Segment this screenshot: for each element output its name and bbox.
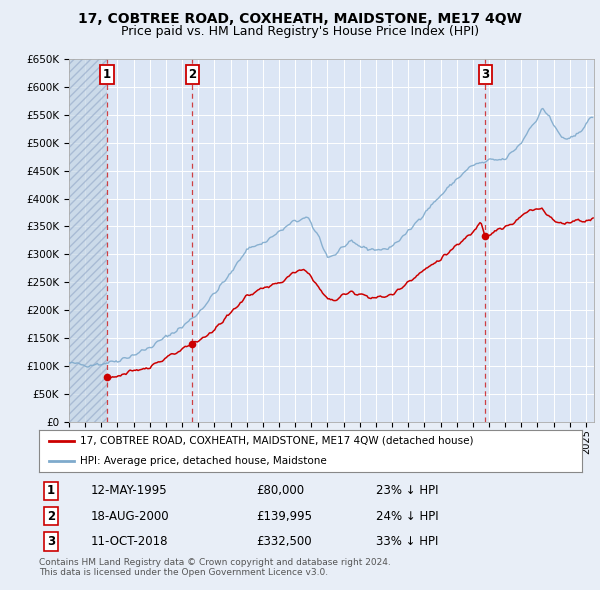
Text: 3: 3 (481, 68, 490, 81)
Text: £80,000: £80,000 (256, 484, 304, 497)
Text: 11-OCT-2018: 11-OCT-2018 (91, 535, 168, 548)
Bar (69, 59, 107, 422)
Text: HPI: Average price, detached house, Maidstone: HPI: Average price, detached house, Maid… (80, 455, 326, 466)
Text: £139,995: £139,995 (256, 510, 312, 523)
Text: 2: 2 (47, 510, 55, 523)
Text: Price paid vs. HM Land Registry's House Price Index (HPI): Price paid vs. HM Land Registry's House … (121, 25, 479, 38)
Text: 2: 2 (188, 68, 196, 81)
Text: 17, COBTREE ROAD, COXHEATH, MAIDSTONE, ME17 4QW: 17, COBTREE ROAD, COXHEATH, MAIDSTONE, M… (78, 12, 522, 26)
Text: 3: 3 (47, 535, 55, 548)
Text: 12-MAY-1995: 12-MAY-1995 (91, 484, 167, 497)
Text: 23% ↓ HPI: 23% ↓ HPI (376, 484, 438, 497)
Text: 33% ↓ HPI: 33% ↓ HPI (376, 535, 438, 548)
Text: 24% ↓ HPI: 24% ↓ HPI (376, 510, 438, 523)
Text: £332,500: £332,500 (256, 535, 312, 548)
Text: 17, COBTREE ROAD, COXHEATH, MAIDSTONE, ME17 4QW (detached house): 17, COBTREE ROAD, COXHEATH, MAIDSTONE, M… (80, 436, 473, 446)
Text: 18-AUG-2000: 18-AUG-2000 (91, 510, 169, 523)
Text: 1: 1 (47, 484, 55, 497)
Text: Contains HM Land Registry data © Crown copyright and database right 2024.
This d: Contains HM Land Registry data © Crown c… (39, 558, 391, 577)
Text: 1: 1 (103, 68, 111, 81)
